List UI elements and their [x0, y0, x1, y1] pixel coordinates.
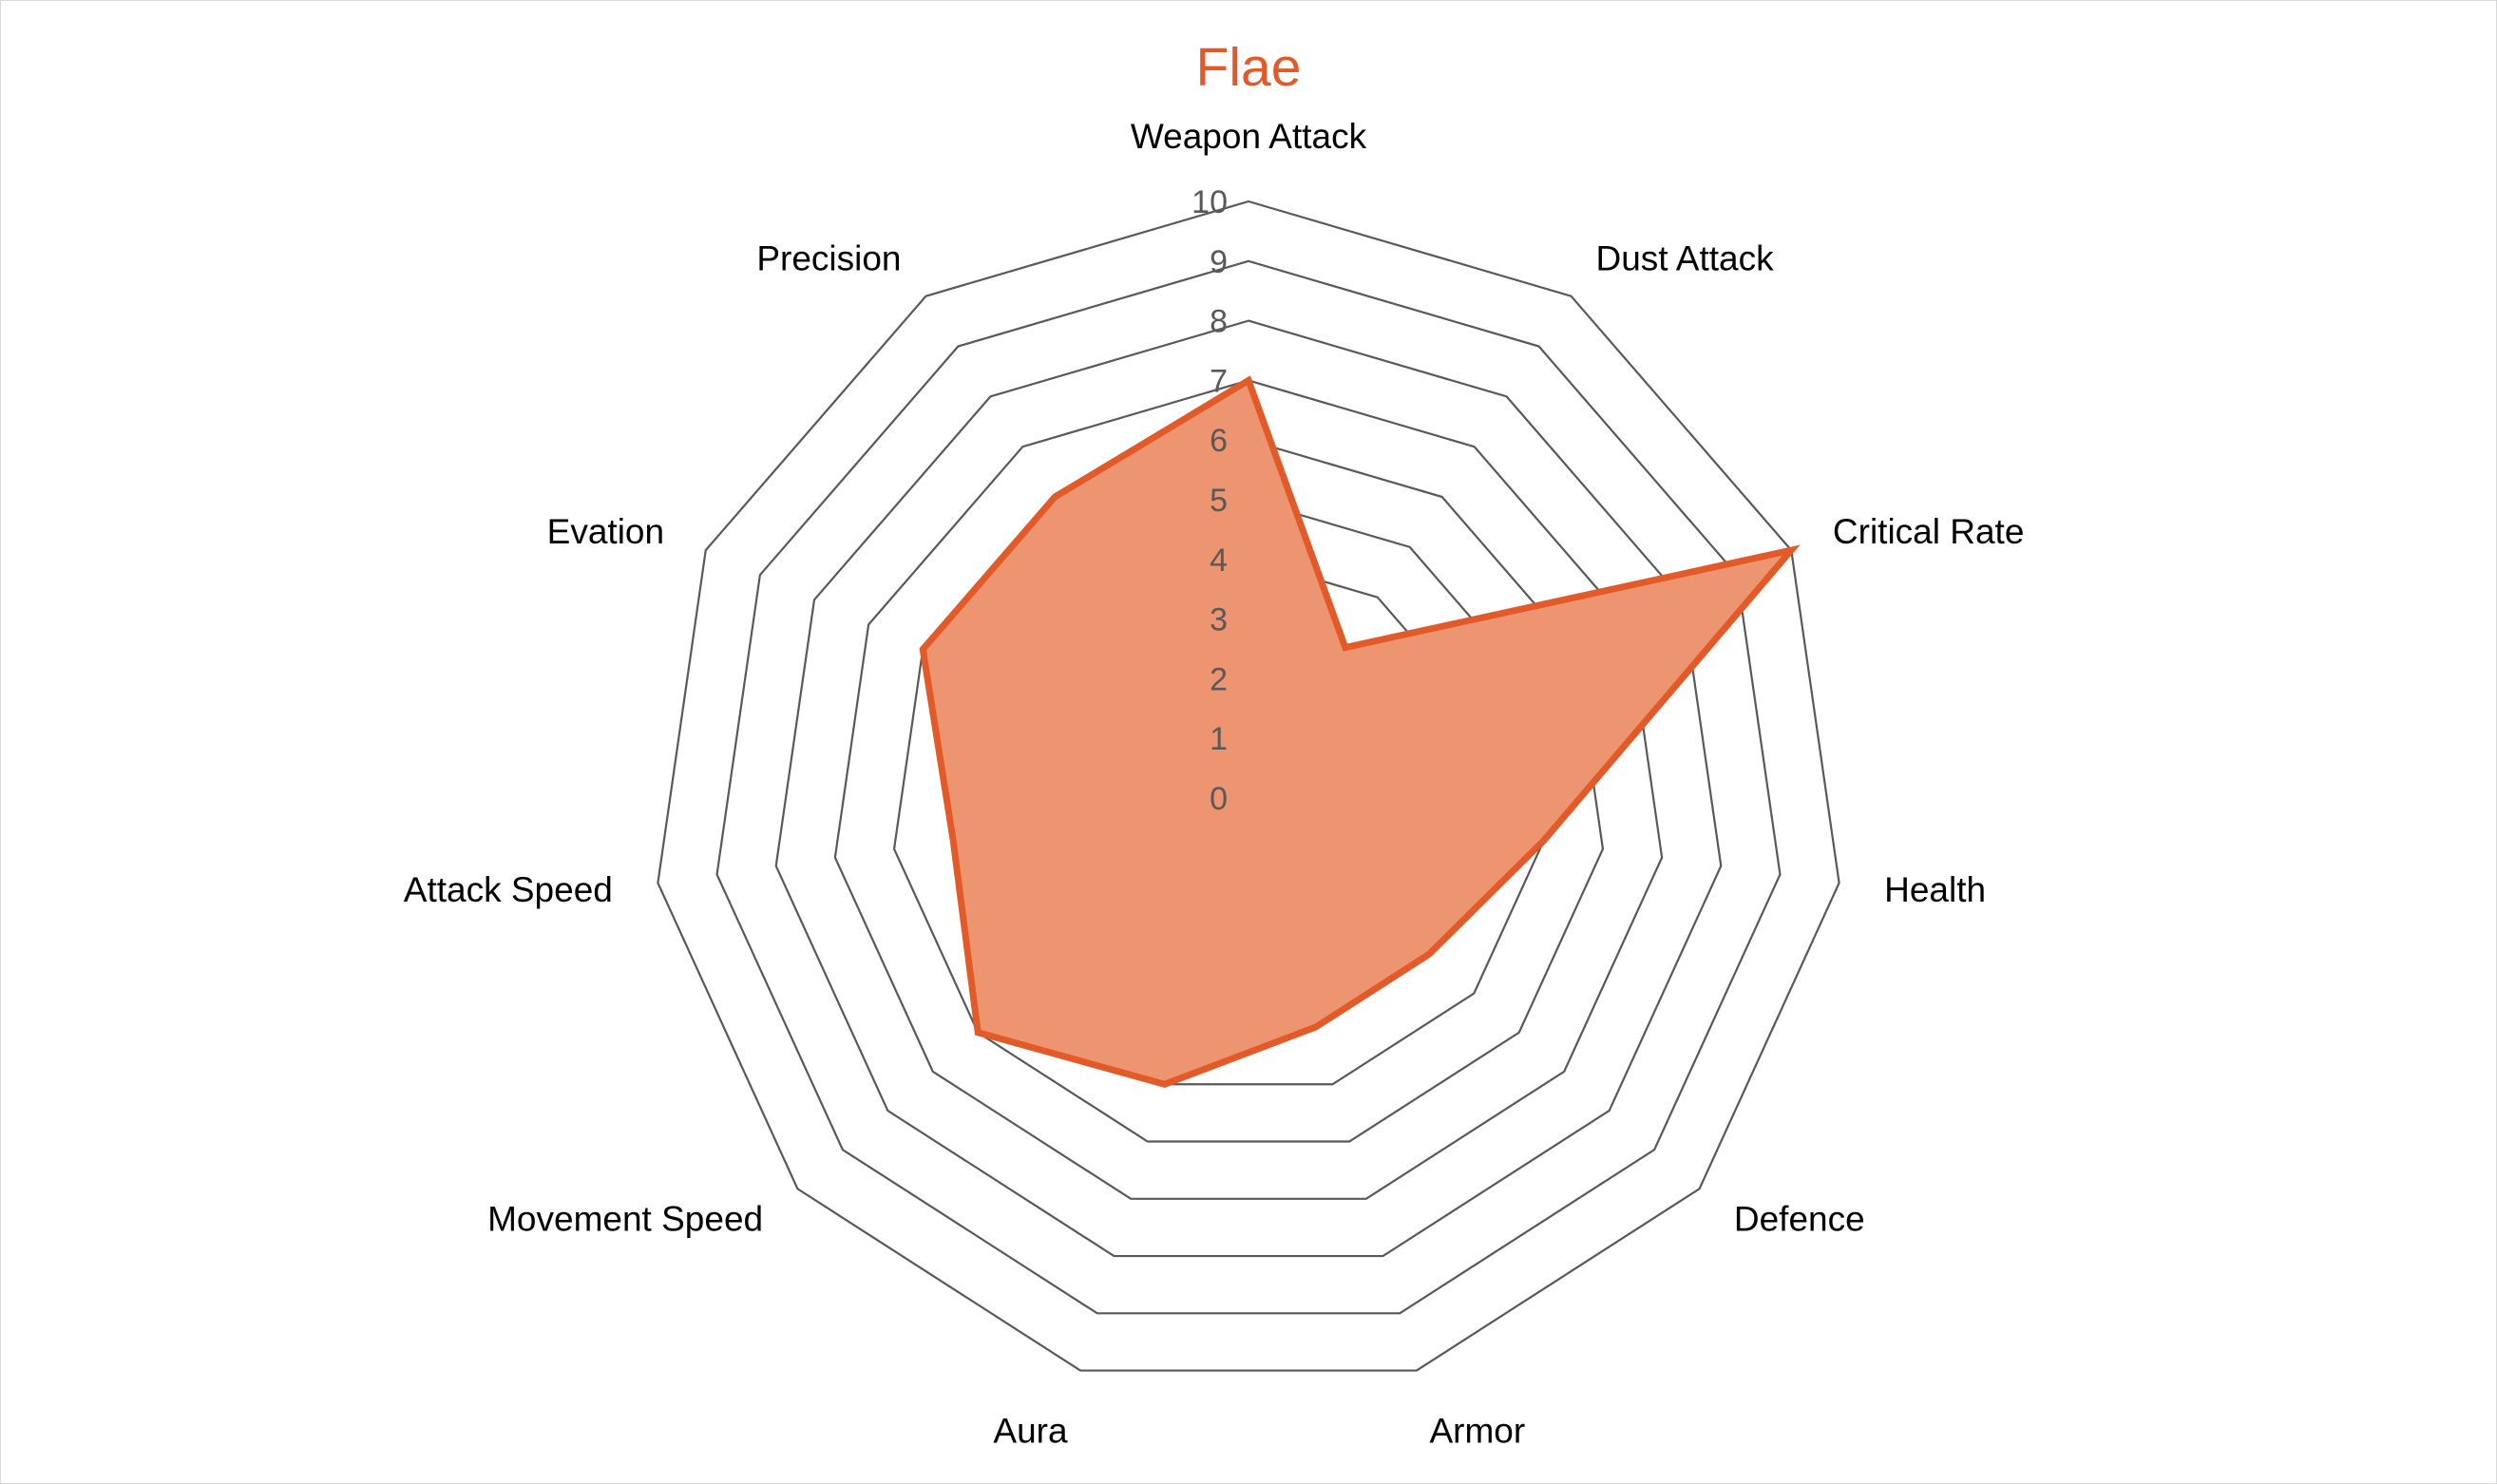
series-layer	[919, 375, 1801, 1088]
category-axis-labels: Weapon Attack Dust Attack Critical Rate Hea…	[404, 117, 2025, 1451]
tick-label-8: 8	[1210, 304, 1228, 340]
data-point-0	[1247, 378, 1250, 382]
axis-label-9: Evation	[547, 512, 664, 551]
tick-label-3: 3	[1210, 602, 1228, 638]
data-point-10	[1053, 495, 1057, 499]
axis-label-6: Aura	[993, 1412, 1068, 1451]
data-point-6	[1163, 1082, 1167, 1086]
tick-label-10: 10	[1191, 184, 1228, 220]
axis-label-2: Critical Rate	[1833, 512, 2024, 551]
series-area-0	[919, 375, 1801, 1088]
chart-title: Flae	[1195, 37, 1302, 98]
tick-label-6: 6	[1210, 423, 1228, 459]
tick-label-9: 9	[1210, 244, 1228, 280]
axis-label-1: Dust Attack	[1595, 238, 1774, 277]
axis-label-5: Armor	[1429, 1412, 1525, 1451]
data-point-1	[1344, 646, 1347, 650]
tick-label-5: 5	[1210, 483, 1228, 519]
data-point-9	[921, 647, 924, 651]
axis-label-8: Attack Speed	[404, 870, 613, 909]
axis-label-7: Movement Speed	[487, 1200, 763, 1239]
data-point-3	[1542, 839, 1546, 843]
axis-label-4: Defence	[1734, 1200, 1865, 1239]
axis-label-0: Weapon Attack	[1131, 117, 1367, 156]
data-point-8	[951, 839, 955, 843]
data-point-5	[1314, 1025, 1318, 1029]
tick-label-2: 2	[1210, 661, 1228, 697]
tick-label-0: 0	[1210, 781, 1228, 817]
tick-label-4: 4	[1210, 542, 1228, 579]
grid-ring-10	[657, 200, 1840, 1372]
tick-label-1: 1	[1210, 721, 1228, 757]
grid-ring-8	[774, 319, 1723, 1258]
grid-ring-9	[715, 259, 1782, 1315]
data-point-2	[1789, 548, 1793, 552]
data-point-4	[1427, 953, 1431, 957]
data-point-7	[976, 1031, 980, 1035]
tick-label-7: 7	[1210, 363, 1228, 399]
radial-axis-ticks: 0 1 2 3 4 5 6 7 8 9 10	[1191, 184, 1228, 817]
axis-label-10: Precision	[756, 238, 901, 277]
axis-label-3: Health	[1884, 870, 1986, 909]
